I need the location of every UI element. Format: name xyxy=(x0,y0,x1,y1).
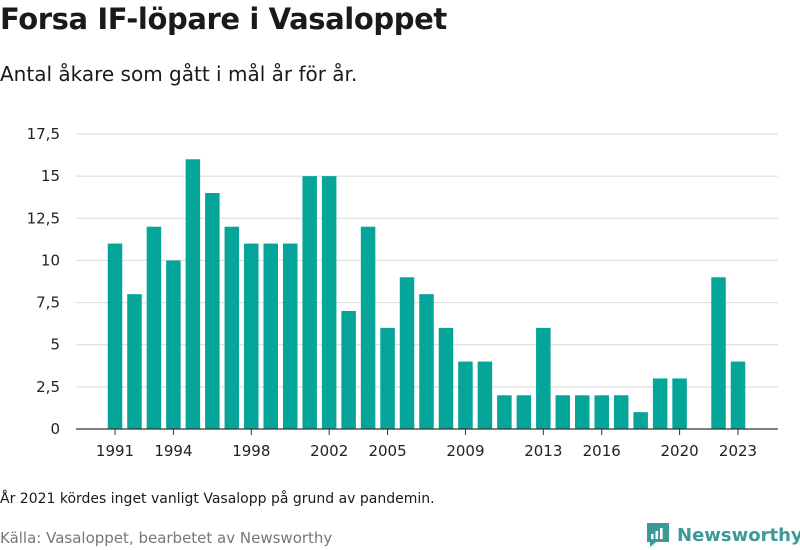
bar xyxy=(146,226,162,429)
bar xyxy=(321,176,337,429)
x-tick-label: 2023 xyxy=(719,442,757,460)
y-tick-label: 2,5 xyxy=(36,378,60,396)
bar-chart: 0 2,5 5 7,5 10 12,5 15 17,5 1991 1994 1998 2002 200… xyxy=(27,125,778,460)
y-tick-label: 7,5 xyxy=(36,294,60,312)
bar xyxy=(205,193,220,429)
x-axis: 1991 1994 1998 2002 2005 2009 2013 2016 2020 2023 xyxy=(76,428,778,460)
bar xyxy=(282,243,298,429)
bars xyxy=(107,159,746,429)
chart-title: Forsa IF-löpare i Vasaloppet xyxy=(0,2,447,36)
source-credit: Källa: Vasaloppet, bearbetet av Newswort… xyxy=(0,529,333,547)
bar xyxy=(341,311,356,429)
bar xyxy=(263,243,278,429)
x-tick-label: 1998 xyxy=(232,442,270,460)
chart-subtitle: Antal åkare som gått i mål år för år. xyxy=(0,62,358,86)
logo-text: Newsworthy xyxy=(677,524,800,546)
x-tick-label: 1991 xyxy=(96,442,134,460)
bar xyxy=(302,176,317,429)
x-tick-label: 2002 xyxy=(310,442,348,460)
y-tick-label: 5 xyxy=(50,336,60,354)
x-tick-label: 1994 xyxy=(154,442,192,460)
bar xyxy=(127,294,142,429)
newsworthy-logo-icon xyxy=(647,523,669,547)
bar xyxy=(711,277,726,429)
bar xyxy=(380,327,395,429)
bar xyxy=(224,226,240,429)
bar xyxy=(497,395,512,429)
bar xyxy=(730,361,746,429)
newsworthy-logo: Newsworthy xyxy=(645,520,800,550)
y-tick-label: 0 xyxy=(50,420,60,438)
bar xyxy=(244,243,259,429)
bar xyxy=(516,395,532,429)
bar xyxy=(613,395,629,429)
bar xyxy=(575,395,590,429)
bar xyxy=(477,361,493,429)
bar xyxy=(185,159,201,429)
bar xyxy=(458,361,473,429)
bar xyxy=(399,277,415,429)
bar xyxy=(633,412,648,429)
bar xyxy=(652,378,668,429)
bar xyxy=(166,260,181,429)
bar xyxy=(419,294,434,429)
bar xyxy=(594,395,609,429)
bar xyxy=(360,226,376,429)
y-tick-label: 17,5 xyxy=(27,125,60,143)
x-tick-label: 2005 xyxy=(368,442,406,460)
bar xyxy=(438,327,454,429)
footnote: År 2021 kördes inget vanligt Vasalopp på… xyxy=(0,491,435,507)
x-tick-label: 2020 xyxy=(661,442,699,460)
y-axis-labels: 0 2,5 5 7,5 10 12,5 15 17,5 xyxy=(27,125,60,438)
bar xyxy=(672,378,687,429)
bar xyxy=(536,327,551,429)
x-tick-label: 2013 xyxy=(524,442,562,460)
bar xyxy=(107,243,123,429)
y-tick-label: 12,5 xyxy=(27,209,60,227)
y-tick-label: 10 xyxy=(41,251,60,269)
y-tick-label: 15 xyxy=(41,167,60,185)
bar xyxy=(555,395,571,429)
x-tick-label: 2016 xyxy=(583,442,621,460)
x-tick-label: 2009 xyxy=(446,442,484,460)
